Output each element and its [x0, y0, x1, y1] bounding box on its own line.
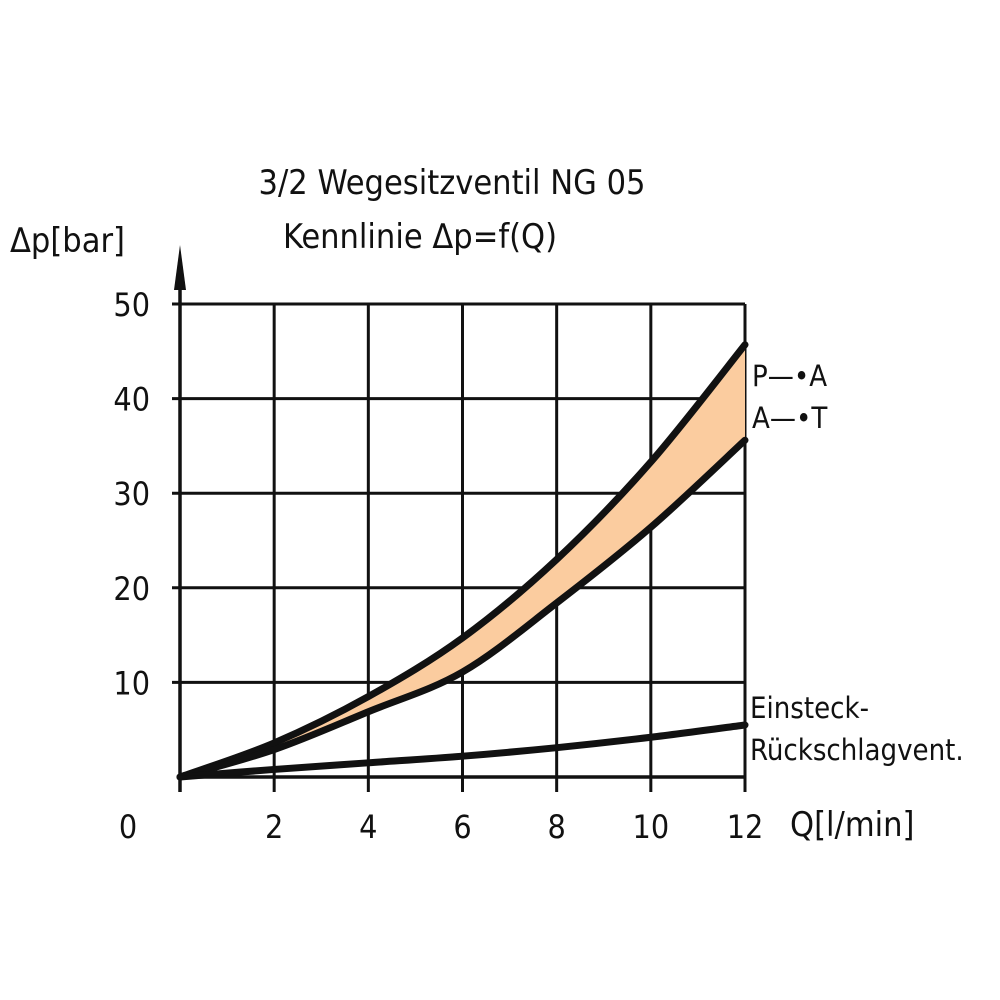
- x-tick-label: 6: [453, 808, 471, 846]
- y-tick-label: 10: [113, 664, 150, 702]
- series-line-check-valve: [176, 721, 749, 781]
- axes: [174, 245, 747, 792]
- series-lines: [176, 341, 749, 781]
- x-tick-label: 4: [359, 808, 377, 846]
- x-tick-label: 2: [265, 808, 283, 846]
- y-tick-label: 30: [113, 475, 150, 513]
- series-line-a-t: [176, 436, 749, 781]
- series-label-a-t: A—•T: [752, 401, 828, 435]
- y-axis-label: Δp[bar]: [10, 221, 125, 261]
- series-label-p-a: P—•A: [752, 359, 827, 393]
- chart-title: 3/2 Wegesitzventil NG 05: [259, 163, 646, 203]
- y-tick-label: 20: [113, 570, 150, 608]
- y-axis-arrow-icon: [174, 245, 186, 290]
- grid: [172, 302, 747, 777]
- x-tick-label: 8: [548, 808, 566, 846]
- x-tick-label: 10: [633, 808, 670, 846]
- chart-subtitle: Kennlinie Δp=f(Q): [283, 217, 557, 257]
- tick-labels: 0 2 4 6 8 10 12 10 20 30 40 50: [113, 286, 763, 846]
- series-label-check-valve-1: Einsteck-: [750, 691, 869, 725]
- x-tick-label: 0: [119, 808, 137, 846]
- x-axis-label: Q[l/min]: [790, 805, 914, 845]
- y-tick-label: 40: [113, 381, 150, 419]
- y-tick-label: 50: [113, 286, 150, 324]
- series-label-check-valve-2: Rückschlagvent.: [750, 733, 964, 767]
- series-line-p-a: [176, 341, 749, 781]
- x-tick-label: 12: [727, 808, 764, 846]
